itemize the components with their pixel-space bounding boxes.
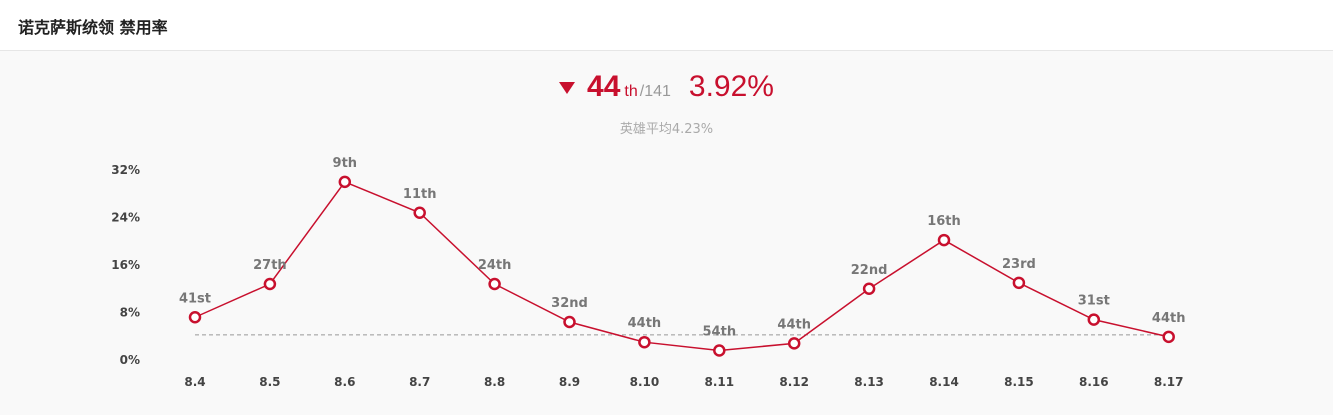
data-point: [787, 337, 801, 350]
page-title: 诺克萨斯统领 禁用率: [18, 18, 168, 37]
champion-average: 英雄平均4.23%: [619, 122, 714, 137]
x-tick-label: 8.11: [704, 375, 734, 389]
rank-label: 27th: [253, 258, 287, 273]
data-point: [862, 282, 876, 295]
data-point: [1012, 276, 1026, 290]
data-point: [563, 315, 576, 329]
y-tick-label: 16%: [111, 258, 140, 272]
header: 诺克萨斯统领 禁用率: [0, 0, 1333, 51]
y-tick-label: 24%: [111, 211, 140, 225]
x-tick-label: 8.15: [1004, 375, 1034, 389]
rank-label: 44th: [1152, 311, 1186, 326]
x-tick-label: 8.4: [184, 375, 205, 389]
x-tick-label: 8.8: [484, 375, 505, 389]
data-point: [488, 277, 501, 291]
rank-suffix: th: [624, 83, 638, 100]
data-point: [937, 233, 951, 247]
x-tick-label: 8.6: [334, 375, 355, 389]
x-tick-label: 8.7: [409, 375, 430, 389]
data-point: [1162, 330, 1175, 344]
data-point: [188, 311, 202, 324]
data-point: [338, 175, 352, 189]
data-point: [263, 277, 277, 291]
y-tick-label: 32%: [111, 163, 140, 177]
data-point: [713, 344, 726, 357]
ban-rate-value: 3.92%: [688, 70, 774, 103]
x-tick-label: 8.16: [1079, 375, 1109, 389]
x-tick-label: 8.10: [630, 375, 660, 389]
rank-label: 16th: [927, 214, 961, 229]
y-tick-label: 0%: [120, 353, 140, 367]
data-point: [413, 206, 426, 219]
data-point: [1087, 313, 1101, 326]
x-tick-label: 8.12: [779, 375, 809, 389]
x-tick-label: 8.5: [259, 375, 280, 389]
x-tick-label: 8.14: [929, 375, 959, 389]
chart-panel: [0, 51, 1333, 415]
rank-label: 32nd: [551, 296, 588, 311]
rank-value: 44: [587, 70, 621, 103]
x-tick-label: 8.9: [559, 375, 580, 389]
y-tick-label: 8%: [120, 306, 140, 320]
data-point: [638, 335, 651, 349]
rank-label: 9th: [333, 156, 358, 171]
x-tick-label: 8.13: [854, 375, 884, 389]
down-arrow-icon: [559, 81, 576, 94]
rank-label: 11th: [403, 187, 437, 202]
x-tick-label: 8.17: [1154, 375, 1184, 389]
rank-label: 24th: [478, 258, 512, 273]
rank-label: 31st: [1078, 294, 1110, 309]
rank-label: 22nd: [851, 263, 888, 278]
rank-label: 44th: [777, 317, 811, 332]
rank-label: 41st: [179, 291, 211, 306]
rank-total: /141: [639, 83, 671, 100]
rank-label: 23rd: [1002, 257, 1036, 272]
rank-label: 54th: [703, 325, 737, 340]
series-line: [194, 180, 1169, 352]
rank-label: 44th: [628, 316, 662, 331]
